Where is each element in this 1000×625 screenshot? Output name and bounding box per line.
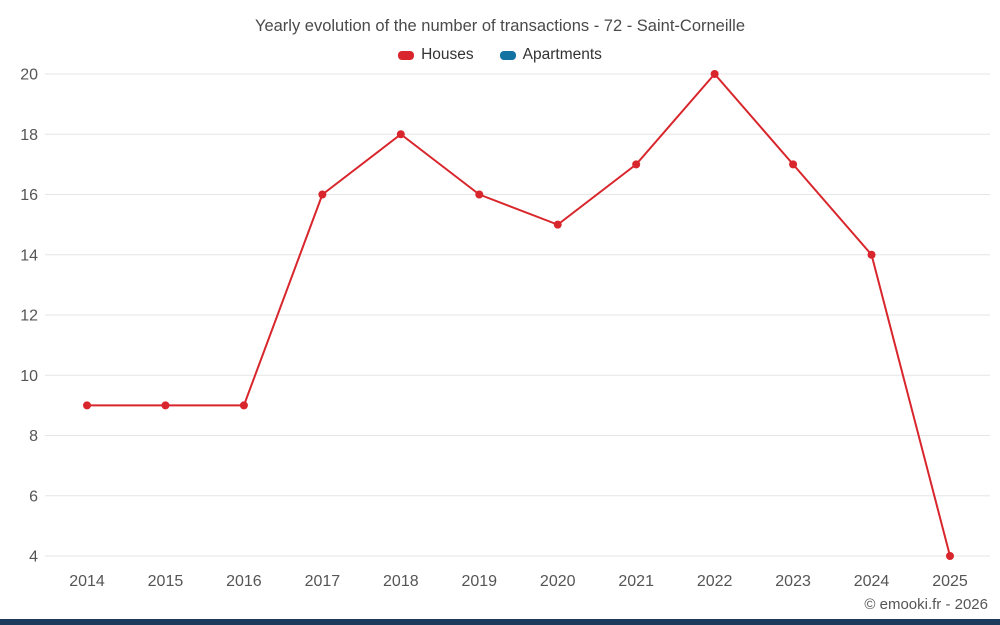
- svg-text:18: 18: [20, 127, 38, 144]
- apartments-series-marker-icon: [499, 50, 516, 60]
- svg-text:4: 4: [29, 549, 38, 566]
- houses-legend-label: Houses: [421, 46, 474, 63]
- svg-text:14: 14: [20, 247, 38, 264]
- legend-item-houses[interactable]: Houses: [398, 46, 474, 64]
- svg-text:2018: 2018: [383, 573, 419, 590]
- svg-text:16: 16: [20, 187, 38, 204]
- svg-text:12: 12: [20, 308, 38, 325]
- legend: Houses Apartments: [0, 46, 1000, 64]
- svg-text:2020: 2020: [540, 573, 576, 590]
- svg-text:2023: 2023: [775, 573, 811, 590]
- svg-text:6: 6: [29, 488, 38, 505]
- apartments-legend-label: Apartments: [522, 46, 602, 63]
- svg-text:2019: 2019: [461, 573, 497, 590]
- svg-text:2022: 2022: [697, 573, 733, 590]
- legend-item-apartments[interactable]: Apartments: [499, 46, 602, 64]
- copyright-credit: © emooki.fr - 2026: [864, 596, 988, 613]
- chart-title: Yearly evolution of the number of transa…: [254, 17, 746, 35]
- svg-text:2016: 2016: [226, 573, 262, 590]
- svg-text:2025: 2025: [932, 573, 968, 590]
- bottom-bar: [0, 619, 1000, 625]
- svg-text:2015: 2015: [148, 573, 184, 590]
- svg-text:2024: 2024: [854, 573, 890, 590]
- houses-series-marker-icon: [398, 50, 415, 60]
- svg-text:8: 8: [29, 428, 38, 445]
- svg-text:20: 20: [20, 67, 38, 84]
- svg-text:2021: 2021: [618, 573, 654, 590]
- svg-text:10: 10: [20, 368, 38, 385]
- svg-text:2014: 2014: [69, 573, 105, 590]
- svg-text:2017: 2017: [305, 573, 341, 590]
